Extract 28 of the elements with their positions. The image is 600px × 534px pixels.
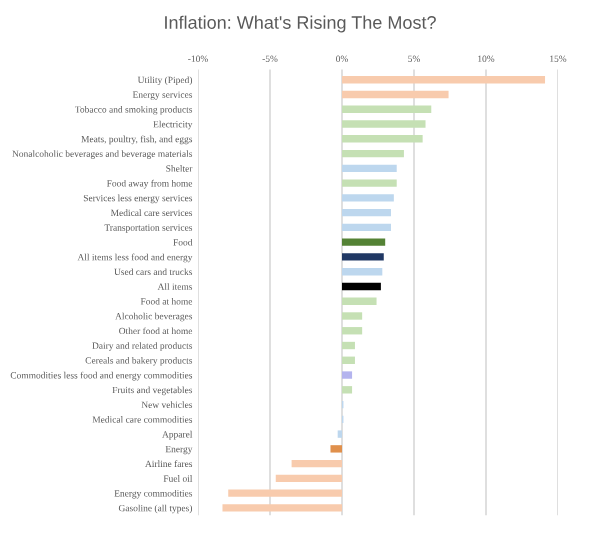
bar [342, 149, 404, 158]
bar [342, 208, 391, 217]
bar [342, 282, 381, 291]
bar [342, 135, 423, 143]
bar [342, 327, 363, 335]
bar [342, 238, 386, 246]
bar [342, 312, 363, 320]
bar [342, 90, 449, 99]
bar [342, 341, 355, 350]
bar [228, 489, 342, 497]
bar [342, 356, 355, 364]
bar [342, 194, 394, 202]
bar [342, 253, 384, 261]
bar [342, 105, 432, 113]
bar [342, 179, 397, 187]
bar [342, 371, 353, 379]
bar [330, 445, 342, 453]
bar [342, 386, 353, 394]
bar [342, 164, 397, 173]
bar [222, 504, 342, 512]
bar [342, 268, 383, 276]
bar [275, 474, 342, 483]
chart-title: Inflation: What's Rising The Most? [165, 15, 436, 33]
bar [342, 120, 426, 128]
bar [342, 223, 391, 232]
bar [291, 459, 342, 468]
bar [342, 76, 546, 84]
bar [342, 297, 377, 305]
